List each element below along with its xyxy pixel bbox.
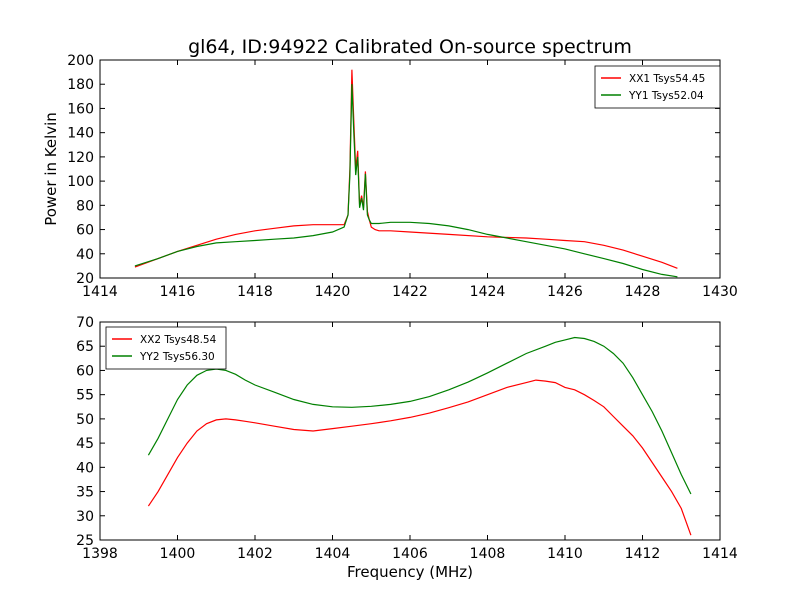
bottom-y-tick-label: 25 [76, 533, 94, 549]
top-y-tick-label: 40 [76, 247, 94, 263]
top-y-tick-label: 200 [67, 53, 94, 69]
top-x-tick-label: 1422 [392, 284, 428, 300]
bottom-x-tick-label: 1398 [82, 546, 118, 562]
top-x-tick-label: 1416 [160, 284, 196, 300]
top-series-line-2 [134, 84, 678, 278]
bottom-x-axis-label: Frequency (MHz) [347, 563, 473, 581]
bottom-x-tick-label: 1408 [470, 546, 506, 562]
top-y-tick-label: 100 [67, 174, 94, 190]
top-x-tick-label: 1418 [237, 284, 273, 300]
bottom-y-tick-label: 40 [76, 460, 94, 476]
bottom-x-tick-label: 1412 [625, 546, 661, 562]
bottom-y-tick-label: 50 [76, 412, 94, 428]
top-y-tick-label: 160 [67, 101, 94, 117]
top-legend-box [594, 65, 721, 109]
top-legend-label-2: YY1 Tsys52.04 [628, 90, 704, 102]
top-x-tick-label: 1424 [470, 284, 506, 300]
bottom-y-tick-label: 65 [76, 339, 94, 355]
bottom-x-tick-label: 1406 [392, 546, 428, 562]
top-y-axis-label: Power in Kelvin [42, 112, 60, 226]
bottom-y-tick-label: 60 [76, 363, 94, 379]
bottom-legend-label-2: YY2 Tsys56.30 [139, 351, 215, 363]
top-x-tick-label: 1428 [625, 284, 661, 300]
top-x-tick-label: 1430 [702, 284, 738, 300]
bottom-y-tick-label: 55 [76, 388, 94, 404]
top-panel: 1414 1416 1418 1420 1422 1424 1426 1428 1430 20 40… [67, 53, 738, 300]
bottom-x-tick-label: 1414 [702, 546, 738, 562]
bottom-y-tick-label: 30 [76, 509, 94, 525]
bottom-x-tick-label: 1402 [237, 546, 273, 562]
bottom-legend: XX2 Tsys48.54 YY2 Tsys56.30 [105, 326, 227, 370]
bottom-legend-label-1: XX2 Tsys48.54 [140, 334, 217, 346]
bottom-panel: 1398 1400 1402 1404 1406 1408 1410 1412 1414 25 30… [76, 315, 738, 562]
top-y-tick-label: 180 [67, 77, 94, 93]
top-legend-label-1: XX1 Tsys54.45 [629, 73, 705, 85]
bottom-legend-box [105, 326, 227, 370]
top-y-tick-label: 80 [76, 198, 94, 214]
top-x-tick-label: 1426 [547, 284, 583, 300]
bottom-y-tick-label: 45 [76, 436, 94, 452]
top-y-tick-label: 60 [76, 223, 94, 239]
figure-title: gl64, ID:94922 Calibrated On-source spec… [188, 36, 632, 58]
top-legend: XX1 Tsys54.45 YY1 Tsys52.04 [594, 65, 721, 109]
bottom-y-tick-label: 70 [76, 315, 94, 331]
top-x-tick-label: 1414 [82, 284, 118, 300]
top-x-tick-label: 1420 [315, 284, 351, 300]
bottom-x-tick-label: 1404 [315, 546, 351, 562]
top-y-tick-label: 120 [67, 150, 94, 166]
bottom-x-tick-label: 1410 [547, 546, 583, 562]
bottom-series-line-1 [147, 379, 692, 536]
top-y-tick-label: 20 [76, 271, 94, 287]
top-y-tick-label: 140 [67, 126, 94, 142]
bottom-y-tick-label: 35 [76, 485, 94, 501]
bottom-x-tick-label: 1400 [160, 546, 196, 562]
